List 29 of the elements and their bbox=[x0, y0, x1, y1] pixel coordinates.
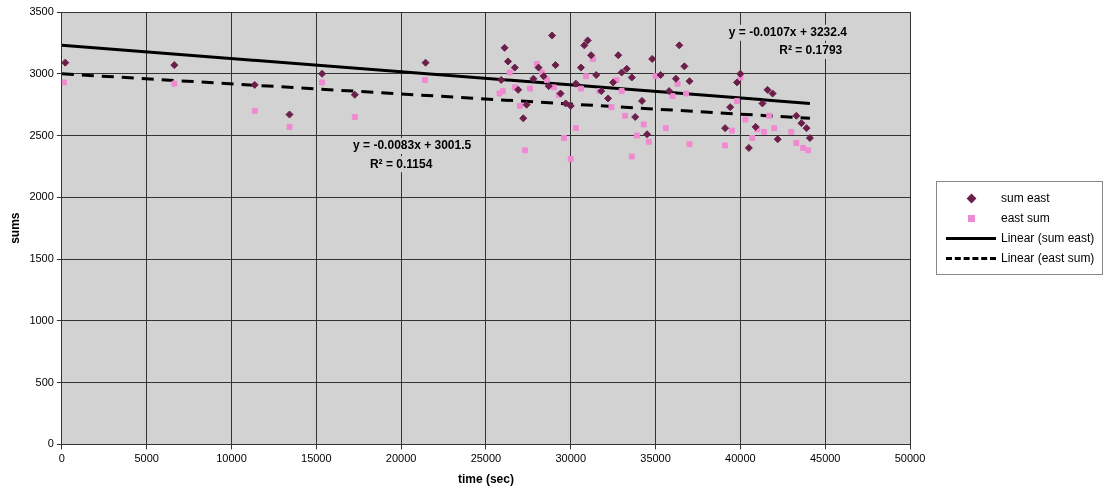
y-tick-label: 500 bbox=[35, 375, 54, 388]
x-tick-label: 50000 bbox=[894, 452, 926, 465]
y-tick-label: 3000 bbox=[29, 66, 54, 79]
y-tick-label: 2000 bbox=[29, 190, 54, 203]
annotation: R² = 0.1793 bbox=[779, 43, 843, 58]
y-tick-label: 1000 bbox=[29, 313, 54, 326]
annotation: R² = 0.1154 bbox=[369, 156, 433, 171]
y-tick-label: 1500 bbox=[29, 252, 54, 265]
annotation: y = -0.0107x + 3232.4 bbox=[728, 25, 848, 40]
y-tick-label: 2500 bbox=[29, 128, 54, 141]
x-tick-label: 30000 bbox=[555, 452, 587, 465]
x-tick-label: 40000 bbox=[725, 452, 756, 465]
legend-label: Linear (east sum) bbox=[1001, 251, 1095, 266]
x-tick-label: 5000 bbox=[134, 452, 159, 465]
annotation: y = -0.0083x + 3001.5 bbox=[353, 138, 472, 153]
y-tick-label: 3500 bbox=[29, 5, 54, 18]
x-tick-label: 35000 bbox=[640, 452, 671, 465]
x-tick-label: 25000 bbox=[470, 452, 502, 465]
x-tick-label: 15000 bbox=[301, 452, 332, 465]
x-axis-title: time (sec) bbox=[457, 472, 514, 487]
legend-label: sum east bbox=[1001, 191, 1050, 206]
x-tick-label: 0 bbox=[58, 452, 65, 465]
x-tick-label: 20000 bbox=[385, 452, 417, 465]
legend-label: east sum bbox=[1001, 211, 1050, 226]
x-tick-label: 45000 bbox=[809, 452, 841, 465]
y-axis-title: sums bbox=[7, 212, 22, 244]
x-tick-label: 10000 bbox=[216, 452, 247, 465]
y-tick-label: 0 bbox=[47, 437, 54, 450]
legend-label: Linear (sum east) bbox=[1001, 231, 1095, 246]
